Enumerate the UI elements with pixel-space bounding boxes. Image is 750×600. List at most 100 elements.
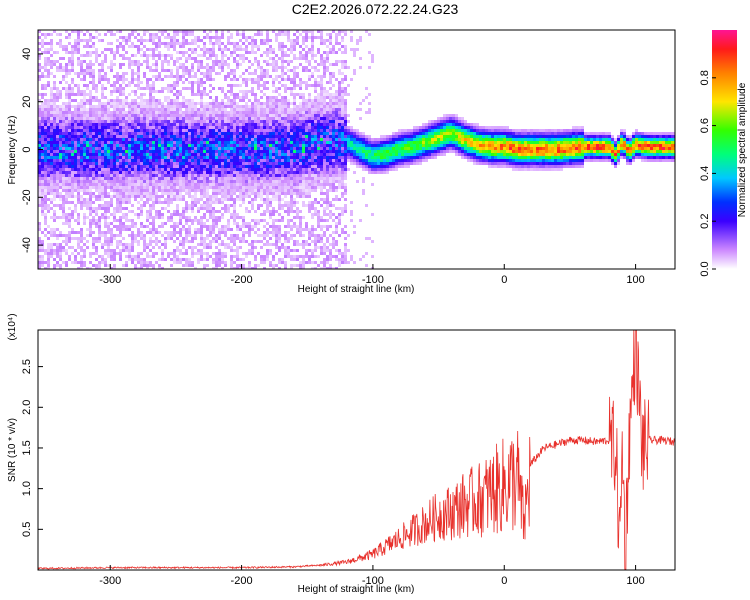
heatmap-cell: [53, 174, 56, 177]
heatmap-cell: [140, 102, 143, 105]
heatmap-cell: [284, 99, 287, 102]
heatmap-cell: [212, 213, 215, 216]
heatmap-cell: [104, 159, 107, 162]
heatmap-cell: [194, 111, 197, 114]
heatmap-cell: [86, 54, 89, 57]
heatmap-cell: [230, 99, 233, 102]
heatmap-cell: [179, 144, 182, 147]
heatmap-cell: [149, 189, 152, 192]
heatmap-cell: [197, 114, 200, 117]
heatmap-cell: [47, 129, 50, 132]
heatmap-cell: [170, 153, 173, 156]
heatmap-cell: [110, 243, 113, 246]
heatmap-cell: [245, 153, 248, 156]
heatmap-cell: [116, 75, 119, 78]
heatmap-cell: [278, 33, 281, 36]
heatmap-cell: [110, 147, 113, 150]
heatmap-cell: [98, 75, 101, 78]
heatmap-cell: [251, 207, 254, 210]
heatmap-cell: [197, 189, 200, 192]
heatmap-cell: [86, 69, 89, 72]
heatmap-cell: [101, 243, 104, 246]
heatmap-cell: [41, 66, 44, 69]
heatmap-cell: [119, 252, 122, 255]
heatmap-cell: [245, 183, 248, 186]
heatmap-cell: [62, 108, 65, 111]
heatmap-cell: [38, 111, 41, 114]
heatmap-cell: [59, 267, 62, 269]
heatmap-cell: [149, 141, 152, 144]
heatmap-cell: [62, 144, 65, 147]
heatmap-cell: [89, 111, 92, 114]
heatmap-cell: [119, 135, 122, 138]
heatmap-cell: [215, 57, 218, 60]
heatmap-cell: [146, 165, 149, 168]
heatmap-cell: [116, 150, 119, 153]
heatmap-cell: [140, 234, 143, 237]
heatmap-cell: [131, 150, 134, 153]
heatmap-cell: [53, 138, 56, 141]
heatmap-cell: [47, 51, 50, 54]
heatmap-cell: [167, 123, 170, 126]
heatmap-cell: [197, 87, 200, 90]
heatmap-cell: [221, 240, 224, 243]
heatmap-cell: [200, 147, 203, 150]
heatmap-cell: [113, 267, 116, 269]
heatmap-cell: [134, 72, 137, 75]
heatmap-cell: [152, 156, 155, 159]
heatmap-cell: [206, 147, 209, 150]
heatmap-cell: [101, 162, 104, 165]
heatmap-cell: [95, 96, 98, 99]
heatmap-cell: [80, 186, 83, 189]
heatmap-cell: [68, 234, 71, 237]
heatmap-cell: [230, 153, 233, 156]
heatmap-cell: [260, 246, 263, 249]
heatmap-cell: [215, 33, 218, 36]
heatmap-cell: [98, 111, 101, 114]
heatmap-cell: [170, 159, 173, 162]
heatmap-cell: [101, 192, 104, 195]
heatmap-cell: [107, 162, 110, 165]
heatmap-cell: [185, 252, 188, 255]
heatmap-cell: [116, 126, 119, 129]
heatmap-cell: [74, 111, 77, 114]
heatmap-cell: [263, 129, 266, 132]
heatmap-cell: [119, 210, 122, 213]
heatmap-cell: [245, 117, 248, 120]
heatmap-cell: [95, 246, 98, 249]
heatmap-cell: [206, 225, 209, 228]
heatmap-cell: [107, 240, 110, 243]
heatmap-cell: [104, 180, 107, 183]
heatmap-cell: [212, 45, 215, 48]
heatmap-cell: [50, 39, 53, 42]
heatmap-cell: [92, 183, 95, 186]
heatmap-cell: [131, 165, 134, 168]
heatmap-cell: [56, 135, 59, 138]
heatmap-cell: [206, 228, 209, 231]
heatmap-cell: [77, 183, 80, 186]
heatmap-cell: [155, 108, 158, 111]
heatmap-cell: [227, 99, 230, 102]
heatmap-cell: [116, 72, 119, 75]
heatmap-cell: [227, 156, 230, 159]
heatmap-cell: [149, 48, 152, 51]
heatmap-cell: [260, 258, 263, 261]
heatmap-cell: [278, 99, 281, 102]
heatmap-cell: [131, 135, 134, 138]
heatmap-cell: [92, 117, 95, 120]
heatmap-cell: [200, 216, 203, 219]
heatmap-cell: [74, 186, 77, 189]
heatmap-cell: [284, 150, 287, 153]
heatmap-cell: [290, 219, 293, 222]
heatmap-cell: [143, 180, 146, 183]
heatmap-cell: [158, 135, 161, 138]
heatmap-cell: [221, 156, 224, 159]
heatmap-cell: [44, 117, 47, 120]
heatmap-cell: [50, 138, 53, 141]
heatmap-cell: [125, 159, 128, 162]
heatmap-cell: [107, 99, 110, 102]
heatmap-cell: [134, 102, 137, 105]
heatmap-cell: [119, 93, 122, 96]
heatmap-cell: [188, 102, 191, 105]
heatmap-cell: [83, 96, 86, 99]
